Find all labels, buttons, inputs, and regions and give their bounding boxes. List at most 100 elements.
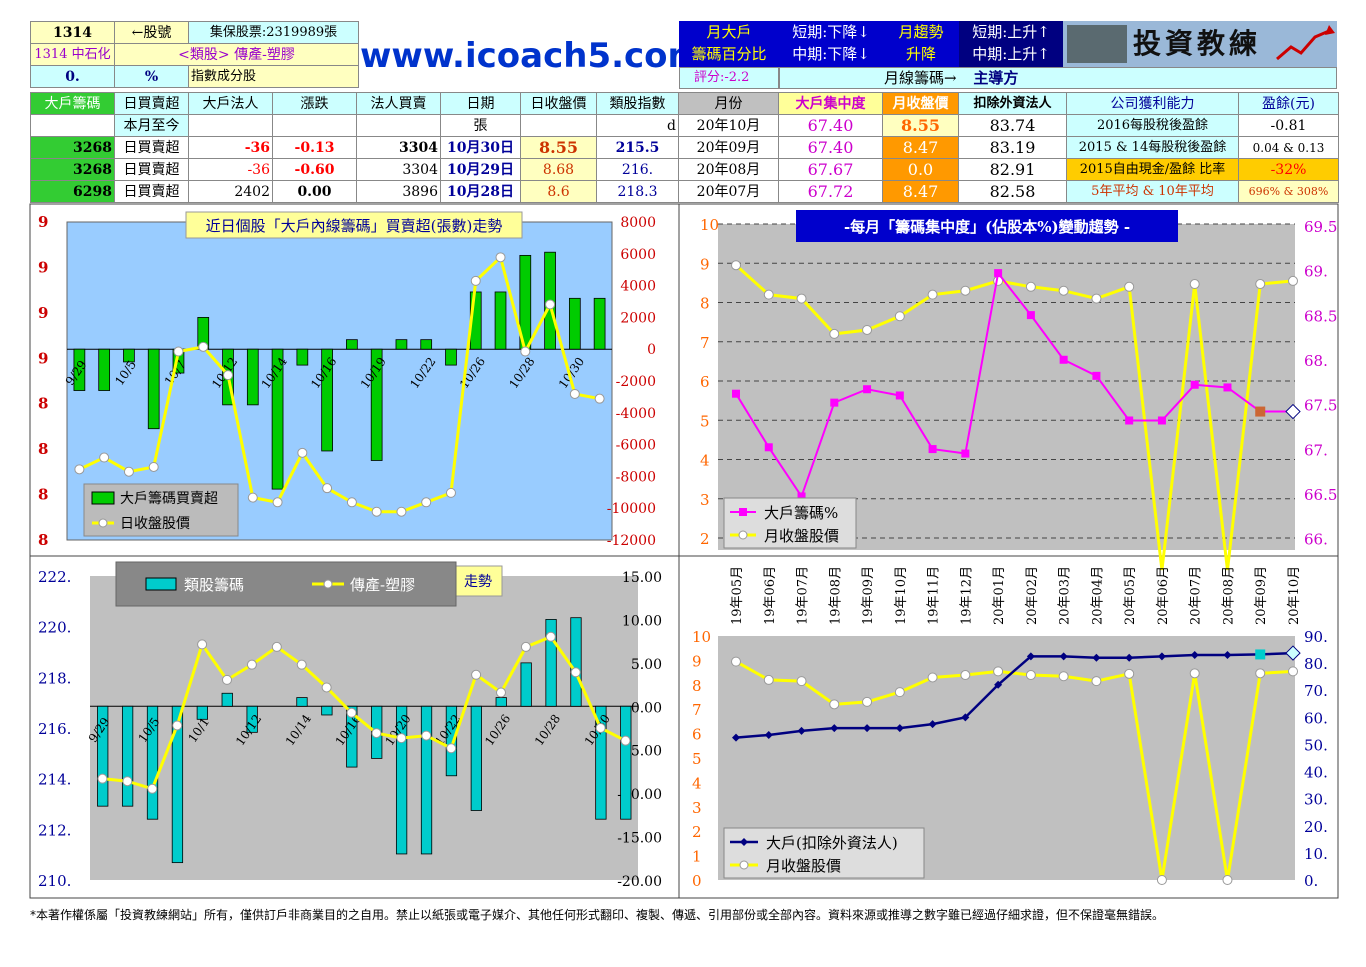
point bbox=[895, 724, 904, 733]
point bbox=[446, 743, 457, 754]
bar bbox=[520, 662, 532, 707]
point bbox=[1025, 670, 1036, 681]
bar bbox=[593, 297, 606, 350]
x-tick: 19年11月 bbox=[927, 566, 942, 625]
right-tick: 8000 bbox=[620, 215, 656, 231]
point bbox=[173, 346, 184, 357]
cell: 82.91 bbox=[958, 158, 1067, 181]
col-date: 日期 bbox=[440, 92, 521, 115]
right-tick: 67. bbox=[1304, 441, 1328, 459]
right-tick: 10. bbox=[1304, 845, 1328, 863]
left-tick: 9 bbox=[38, 258, 48, 276]
point bbox=[1026, 311, 1035, 320]
left-tick: 8 bbox=[38, 440, 48, 458]
trend-box: 月趨勢 升降 bbox=[883, 21, 959, 67]
bar bbox=[494, 291, 507, 350]
cell: 696% & 308% bbox=[1238, 180, 1339, 203]
bar bbox=[221, 692, 233, 707]
bar bbox=[171, 705, 184, 864]
point bbox=[1091, 676, 1102, 687]
cell: 215.5 bbox=[596, 136, 679, 159]
point bbox=[763, 289, 774, 300]
point bbox=[197, 639, 208, 650]
month-chip-row: 月線籌碼→ 主導方 bbox=[779, 67, 1337, 89]
left-tick: 5 bbox=[692, 750, 702, 768]
right-tick: 69.5 bbox=[1304, 218, 1337, 236]
point bbox=[732, 733, 740, 742]
left-tick: 8 bbox=[38, 395, 48, 413]
point bbox=[1190, 650, 1199, 659]
point bbox=[927, 289, 938, 300]
right-tick: 4000 bbox=[620, 279, 656, 295]
point bbox=[271, 641, 282, 652]
point bbox=[520, 641, 531, 652]
point bbox=[961, 449, 970, 458]
right-tick: -6000 bbox=[616, 438, 656, 454]
code-arrow: ←股號 bbox=[114, 21, 189, 44]
cell: 2402 bbox=[188, 180, 273, 203]
right-tick: 66. bbox=[1304, 531, 1328, 549]
right-tick: -8000 bbox=[616, 469, 656, 485]
cell: 3896 bbox=[356, 180, 441, 203]
cell: -0.13 bbox=[272, 136, 357, 159]
cell: 8.47 bbox=[882, 180, 959, 203]
point bbox=[1285, 403, 1301, 420]
mcol-month: 月份 bbox=[678, 92, 779, 115]
chart-title: -每月「籌碼集中度」(佔股本%)變動趨勢 - bbox=[844, 218, 1130, 236]
cell: 20年07月 bbox=[678, 180, 779, 203]
point bbox=[1189, 668, 1200, 679]
cell: -36 bbox=[188, 158, 273, 181]
bar bbox=[147, 348, 160, 430]
month-chip-label: 月線籌碼→ bbox=[884, 69, 957, 87]
point bbox=[830, 724, 839, 733]
point bbox=[1223, 383, 1232, 392]
right-tick: 66.5 bbox=[1304, 486, 1337, 504]
point bbox=[862, 324, 873, 335]
point bbox=[829, 328, 840, 339]
left-tick: 216. bbox=[38, 720, 71, 738]
zero-value: 0. bbox=[30, 65, 115, 88]
right-tick: 20. bbox=[1304, 818, 1328, 836]
point bbox=[321, 682, 332, 693]
legend-swatch bbox=[323, 579, 333, 589]
cell: 20年09月 bbox=[678, 136, 779, 159]
point bbox=[731, 260, 741, 271]
score: 評分:-2.2 bbox=[679, 67, 779, 89]
big-holder-sub: 籌碼百分比 bbox=[691, 45, 767, 63]
cell: -0.60 bbox=[272, 158, 357, 181]
logo-arrow-icon bbox=[1276, 25, 1335, 61]
left-tick: 9 bbox=[38, 304, 48, 322]
cell: 10月30日 bbox=[440, 136, 521, 159]
table-row: 20年07月 67.72 8.47 82.58 bbox=[678, 180, 1067, 203]
right-tick: -4000 bbox=[616, 406, 656, 422]
point bbox=[1125, 653, 1134, 662]
stock-code: 1314 bbox=[30, 21, 115, 44]
left-tick: 7 bbox=[700, 334, 710, 352]
right-tick: 69. bbox=[1304, 263, 1328, 281]
right-tick: 50. bbox=[1304, 736, 1328, 754]
bar bbox=[595, 705, 607, 820]
point bbox=[796, 293, 807, 304]
cell: 83.74 bbox=[958, 114, 1067, 137]
point bbox=[396, 733, 407, 744]
right-tick: 0.00 bbox=[631, 700, 662, 716]
cell: 日買賣超 bbox=[114, 136, 189, 159]
site-url[interactable]: www.icoach5.com bbox=[360, 36, 703, 76]
chart-title: 走勢 bbox=[464, 574, 492, 590]
cell: 日買賣超 bbox=[114, 158, 189, 181]
legend-label: 大戶籌碼買賣超 bbox=[120, 491, 218, 507]
point bbox=[1124, 281, 1135, 292]
cell: 10月28日 bbox=[440, 180, 521, 203]
point bbox=[1157, 652, 1166, 661]
right-tick: 70. bbox=[1304, 682, 1328, 700]
point bbox=[620, 735, 631, 746]
point bbox=[496, 687, 506, 698]
title-box bbox=[796, 210, 1178, 242]
x-tick: 20年10月 bbox=[1287, 566, 1302, 625]
point bbox=[421, 497, 432, 508]
chart-title: 近日個股「大戶內線籌碼」買賣超(張數)走勢 bbox=[206, 217, 503, 235]
left-tick: 4 bbox=[700, 452, 710, 470]
cell: -32% bbox=[1238, 158, 1339, 181]
chart-daily-holders: 8000 6000 4000 2000 0 -2000 -4000 -6000 -8000 -10… bbox=[38, 211, 656, 549]
